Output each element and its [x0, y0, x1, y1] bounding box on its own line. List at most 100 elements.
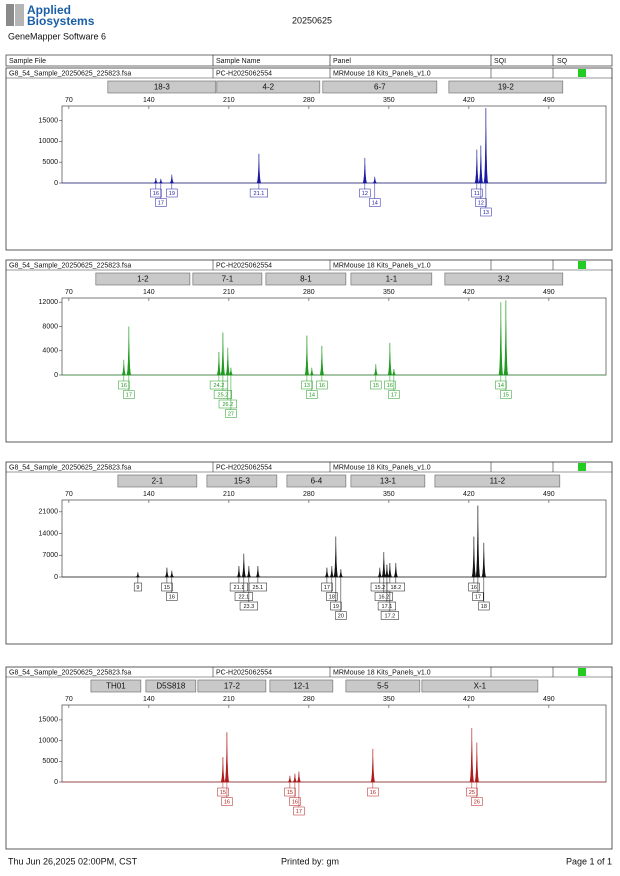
allele-label: 16 — [224, 799, 230, 805]
allele-box — [369, 198, 381, 207]
marker-bin — [269, 679, 334, 693]
peak — [373, 364, 379, 376]
x-tick-label: 350 — [383, 491, 395, 498]
marker-label: 1-2 — [137, 275, 149, 284]
panel-border — [5, 67, 613, 251]
allele-label: 14 — [309, 392, 315, 398]
allele-label: 14 — [498, 383, 504, 389]
allele-box — [500, 390, 512, 399]
peak — [158, 178, 164, 184]
allele-label: 27 — [228, 411, 234, 417]
x-tick-label: 490 — [543, 696, 555, 703]
allele-label: 16 — [169, 594, 175, 600]
allele-box — [248, 582, 267, 592]
marker-label: X-1 — [474, 682, 487, 691]
marker-label: 11-2 — [490, 477, 506, 486]
allele-label: 21.1 — [234, 585, 245, 591]
y-tick-label: 4000 — [42, 348, 58, 355]
peak — [377, 567, 383, 578]
peak — [469, 728, 475, 783]
peak — [387, 563, 393, 578]
x-tick-label: 490 — [543, 491, 555, 498]
marker-bin — [216, 80, 321, 94]
y-tick-label: 15000 — [39, 117, 59, 124]
allele-label: 19 — [333, 604, 339, 610]
plot-frame — [61, 297, 607, 376]
y-tick-label: 0 — [54, 180, 58, 187]
marker-label: 1-1 — [386, 275, 398, 284]
logo-mark — [15, 4, 24, 26]
allele-box — [239, 601, 258, 611]
x-tick-label: 210 — [223, 289, 235, 296]
quality-flag — [578, 261, 586, 269]
allele-box — [155, 198, 167, 207]
allele-box — [225, 409, 237, 418]
marker-label: 13-1 — [380, 477, 397, 486]
allele-label: 16.2 — [378, 594, 389, 600]
printed-by: Printed by: gm — [281, 856, 339, 866]
x-tick-label: 350 — [383, 97, 395, 104]
allele-label: 17 — [296, 809, 302, 815]
allele-box — [306, 390, 318, 399]
x-tick-label: 140 — [143, 289, 155, 296]
allele-label: 19 — [169, 191, 175, 197]
panel-name: MRMouse 18 Kits_Panels_v1.0 — [333, 464, 431, 471]
marker-bin — [434, 474, 561, 488]
peak — [387, 342, 393, 376]
x-tick-label: 210 — [223, 97, 235, 104]
allele-box — [386, 582, 405, 592]
allele-box — [377, 601, 396, 611]
marker-label: 2-1 — [152, 477, 164, 486]
allele-label: 15 — [373, 383, 379, 389]
allele-label: 16 — [292, 799, 298, 805]
peak — [381, 552, 387, 578]
peak — [255, 566, 261, 578]
y-tick-label: 10000 — [39, 737, 59, 744]
peak — [135, 572, 141, 578]
allele-label: 17 — [126, 392, 132, 398]
marker-bin — [90, 679, 142, 693]
y-tick-label: 15000 — [39, 717, 59, 724]
allele-box — [495, 380, 507, 390]
peak — [474, 149, 480, 184]
panel-name: MRMouse 18 Kits_Panels_v1.0 — [333, 669, 431, 676]
peak — [224, 732, 230, 783]
allele-box — [234, 592, 253, 601]
allele-box — [289, 797, 301, 806]
allele-box — [284, 787, 296, 797]
allele-box — [472, 592, 484, 601]
x-tick-label: 70 — [65, 491, 73, 498]
peak — [370, 748, 376, 783]
allele-box — [161, 582, 173, 592]
allele-label: 16 — [121, 383, 127, 389]
allele-label: 11 — [474, 191, 480, 197]
column-label: SQI — [494, 58, 506, 65]
allele-box — [221, 797, 233, 806]
allele-box — [316, 380, 328, 390]
allele-label: 17 — [391, 392, 397, 398]
marker-label: D5S818 — [156, 682, 185, 691]
quality-flag — [578, 463, 586, 471]
peak — [241, 553, 247, 578]
allele-label: 16 — [319, 383, 325, 389]
plot-frame — [61, 105, 607, 184]
plot-frame — [61, 704, 607, 783]
peak — [393, 563, 399, 578]
peak — [338, 569, 344, 578]
marker-bin — [448, 80, 564, 94]
page-number: Page 1 of 1 — [566, 856, 612, 866]
allele-box — [118, 380, 130, 390]
marker-bin — [350, 272, 433, 286]
column-label: SQ — [557, 58, 568, 65]
y-tick-label: 12000 — [39, 299, 59, 306]
allele-box — [388, 390, 400, 399]
allele-box — [229, 582, 248, 592]
x-tick-label: 140 — [143, 97, 155, 104]
x-tick-label: 70 — [65, 97, 73, 104]
x-tick-label: 490 — [543, 97, 555, 104]
allele-label: 15.2 — [374, 585, 385, 591]
peak — [329, 566, 335, 578]
marker-label: 3-2 — [498, 275, 510, 284]
allele-label: 25.2 — [218, 392, 229, 398]
